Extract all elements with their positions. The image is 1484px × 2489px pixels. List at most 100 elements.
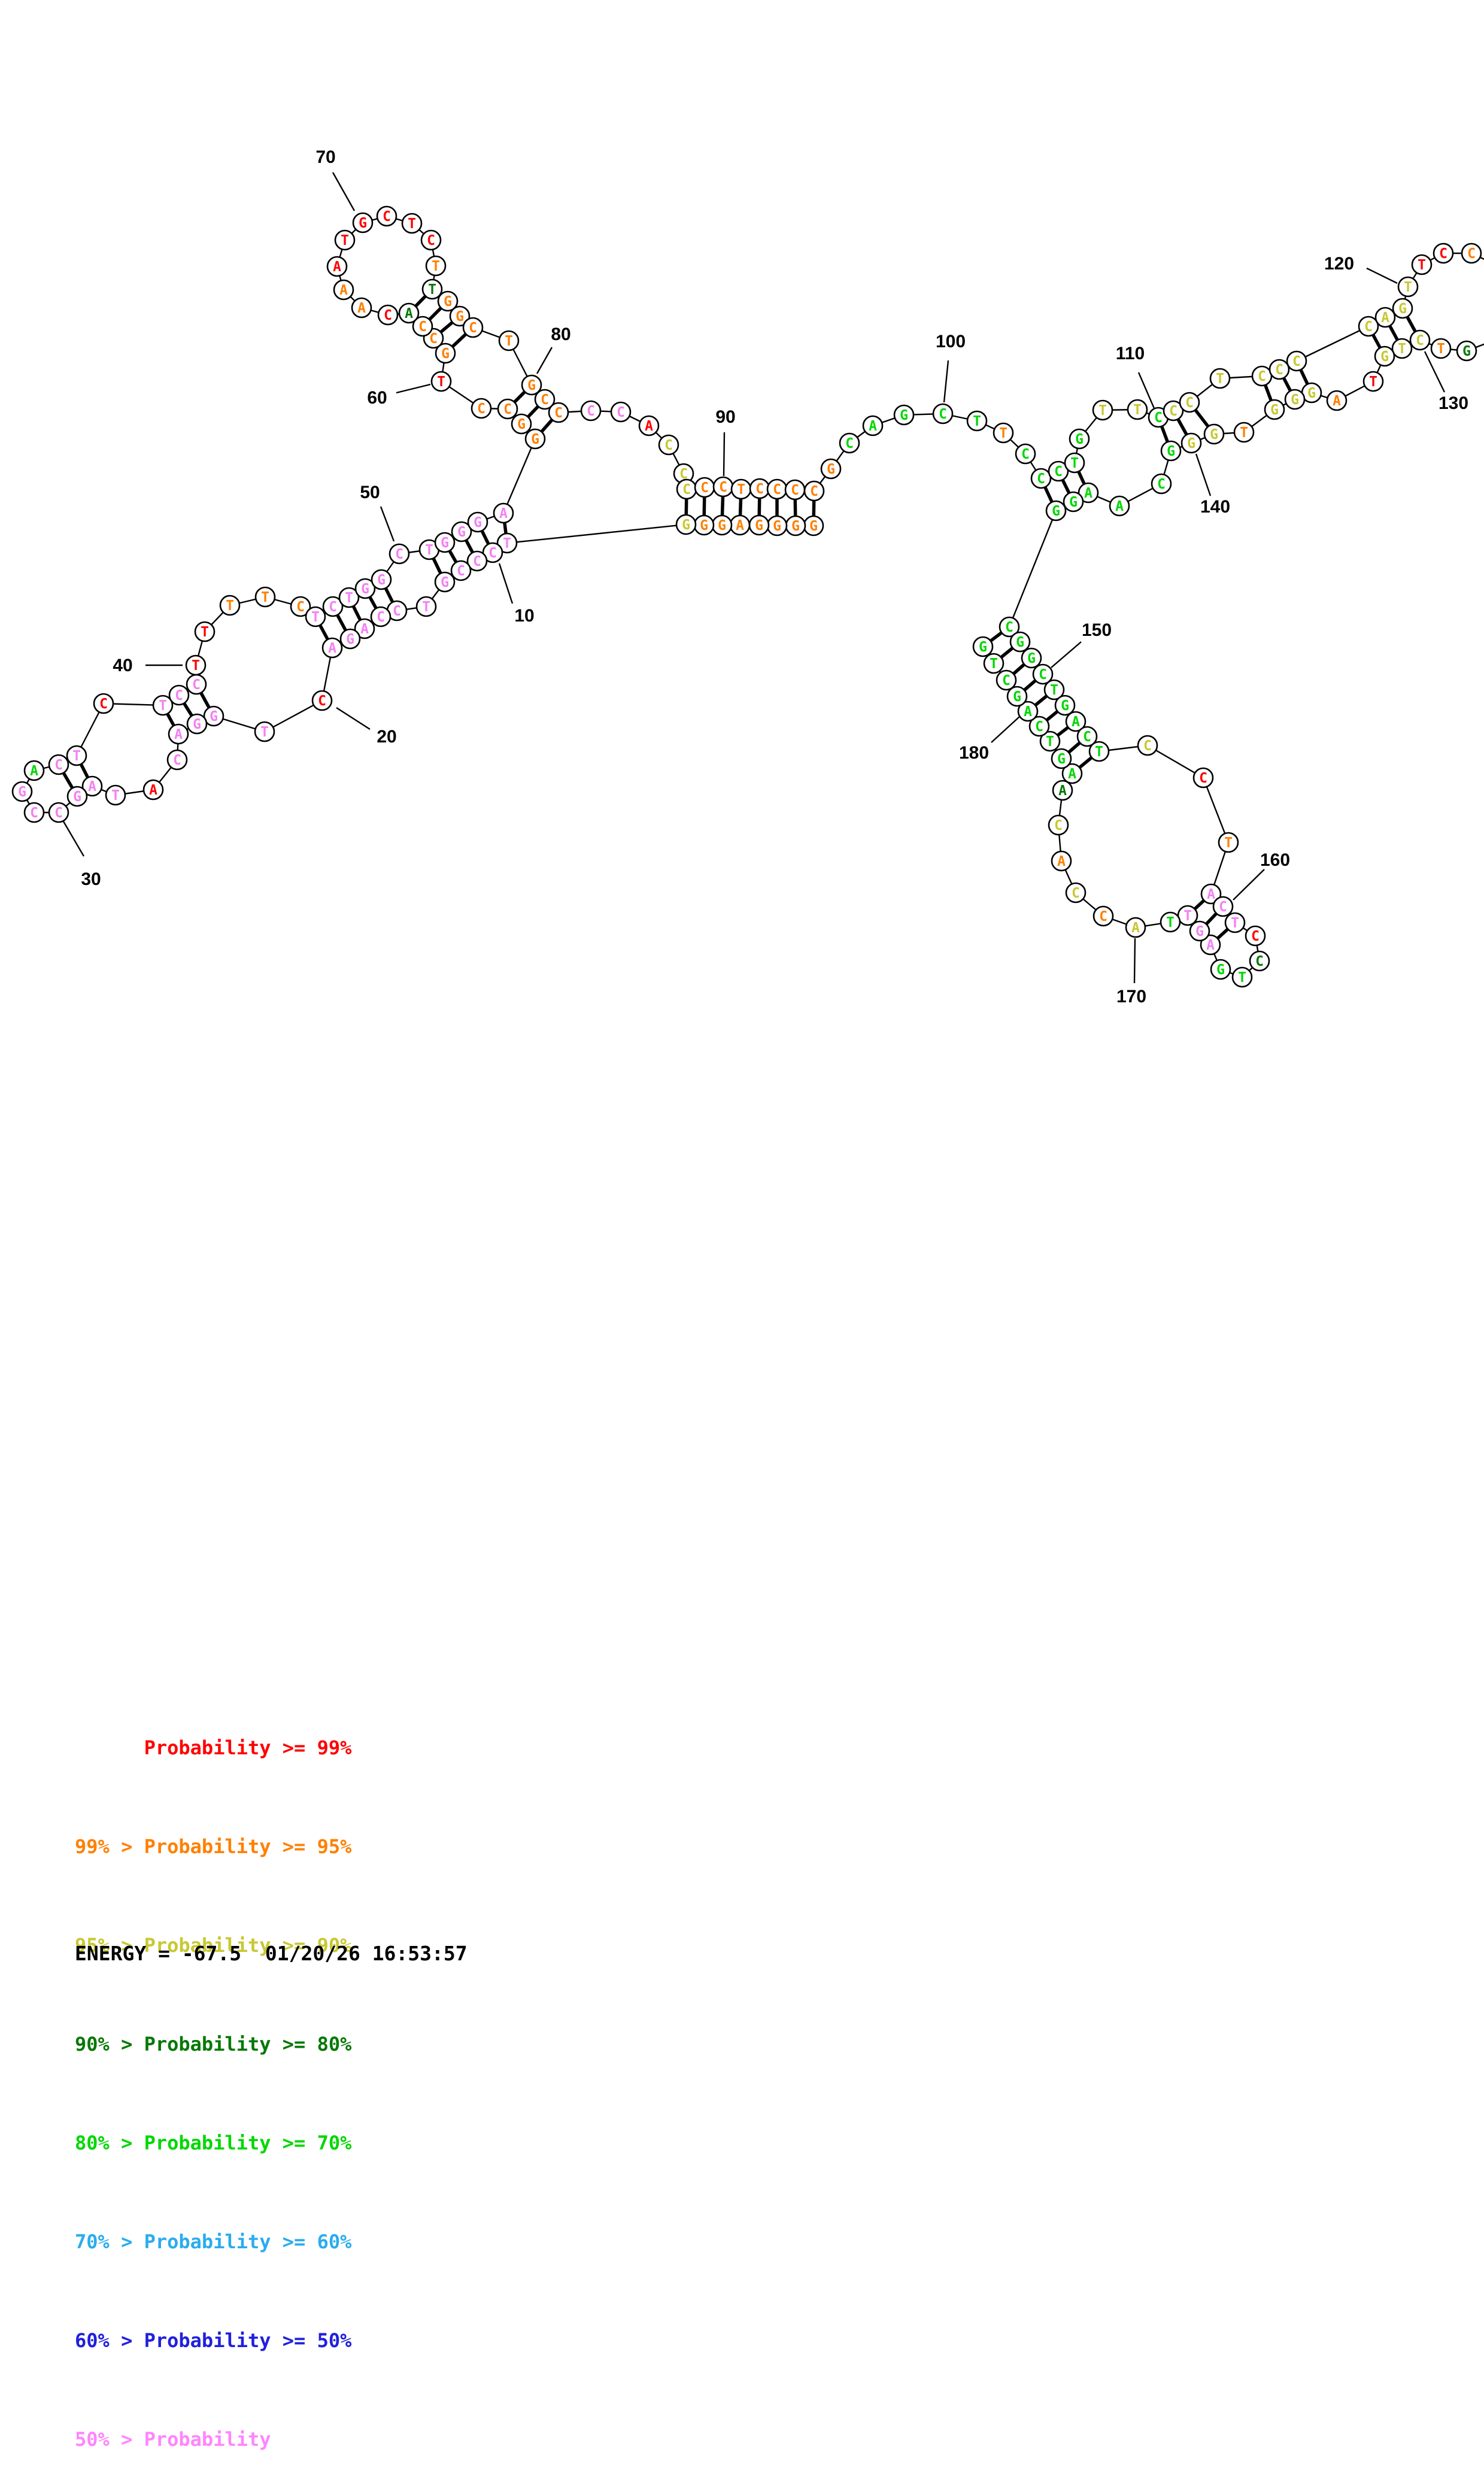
nucleotide-letter: C [175, 688, 183, 704]
nucleotide-letter: G [18, 784, 26, 800]
position-label-line [536, 347, 553, 374]
nucleotide-circle [1092, 399, 1113, 421]
nucleotide-circle [493, 502, 514, 524]
position-label: 20 [377, 727, 396, 747]
nucleotide-circle [1268, 359, 1290, 380]
nucleotide-letter: A [1207, 887, 1215, 902]
nucleotide-circle [451, 521, 472, 542]
nucleotide-letter: C [1467, 246, 1476, 262]
nucleotide-circle [354, 578, 376, 599]
nucleotide-circle [932, 403, 954, 425]
nucleotide-letter: C [377, 610, 385, 625]
nucleotide-letter: C [457, 563, 465, 579]
nucleotide-letter: C [1002, 673, 1010, 689]
position-label: 50 [360, 483, 380, 502]
nucleotide-letter: G [1167, 444, 1175, 459]
nucleotide-letter: C [383, 209, 391, 225]
backbone-line [1202, 777, 1230, 843]
nucleotide-letter: C [477, 401, 485, 417]
nucleotide-circle [1048, 814, 1069, 836]
nucleotide-circle [1163, 400, 1184, 422]
nucleotide-letter: T [1418, 257, 1426, 273]
position-label-line [1424, 351, 1446, 393]
nucleotide-circle [1461, 242, 1482, 264]
nucleotide-letter: G [444, 294, 452, 310]
nucleotide-circle [1180, 432, 1202, 454]
nucleotide-letter: T [1216, 371, 1224, 387]
nucleotide-letter: C [541, 392, 549, 408]
nucleotide-circle [1326, 390, 1348, 411]
nucleotide-circle [93, 693, 114, 714]
nucleotide-circle [1009, 631, 1031, 653]
nucleotide-circle [1286, 350, 1307, 372]
nucleotide-letter: G [73, 789, 81, 805]
position-label: 110 [1116, 344, 1145, 363]
nucleotide-circle [415, 596, 437, 617]
legend-row: 90% > Probability >= 80% [75, 2033, 352, 2056]
nucleotide-letter: G [457, 525, 466, 540]
nucleotide-circle [1006, 686, 1028, 707]
nucleotide-circle [389, 543, 410, 565]
nucleotide-circle [1054, 695, 1076, 716]
nucleotide-letter: A [1057, 854, 1066, 869]
position-label: 40 [113, 656, 132, 675]
nucleotide-letter: G [361, 581, 369, 597]
nucleotide-circle [1200, 883, 1222, 905]
nucleotide-circle [305, 606, 326, 627]
nucleotide-letter: A [499, 506, 508, 522]
nucleotide-letter: G [193, 717, 201, 732]
nucleotide-letter: G [441, 346, 450, 362]
nucleotide-letter: T [1240, 425, 1248, 441]
nucleotide-letter: T [311, 610, 320, 625]
nucleotide-circle [1076, 726, 1098, 747]
nucleotide-circle [219, 595, 241, 616]
nucleotide-letter: C [1037, 471, 1045, 487]
nucleotide-letter: C [939, 407, 947, 422]
nucleotide-circle [185, 654, 207, 676]
nucleotide-circle [1245, 925, 1266, 947]
nucleotide-letter: T [432, 259, 440, 274]
nucleotide-circle [1210, 959, 1231, 980]
backbone-line [264, 699, 323, 733]
nucleotide-circle [1021, 647, 1042, 669]
nucleotide-letter: C [1255, 954, 1264, 969]
nucleotide-circle [311, 690, 333, 711]
nucleotide-letter: C [54, 757, 63, 773]
nucleotide-letter: A [1381, 310, 1389, 326]
nucleotide-letter: A [1084, 486, 1092, 501]
nucleotide-circle [254, 586, 276, 608]
nucleotide-circle [254, 721, 275, 742]
position-label: 90 [715, 407, 735, 427]
nucleotide-letter: G [979, 639, 987, 655]
nucleotide-letter: G [1187, 436, 1195, 451]
nucleotide-circle [1051, 748, 1072, 769]
nucleotide-letter: T [503, 536, 511, 551]
position-label: 10 [514, 606, 534, 626]
nucleotide-letter: C [587, 404, 595, 419]
nucleotide-circle [1430, 338, 1452, 359]
nucleotide-circle [152, 695, 174, 716]
nucleotide-letter: T [1070, 456, 1079, 471]
nucleotide-circle [1032, 663, 1054, 685]
nucleotide-letter: T [1238, 970, 1246, 986]
nucleotide-letter: C [719, 480, 727, 495]
nucleotide-letter: G [1380, 349, 1389, 365]
position-label: 180 [959, 743, 989, 763]
nucleotide-letter: C [1021, 447, 1030, 462]
nucleotide-circle [420, 229, 442, 251]
nucleotide-letter: A [360, 622, 369, 637]
legend-row: 50% > Probability [75, 2428, 271, 2451]
nucleotide-circle [1088, 741, 1110, 762]
nucleotide-letter: C [173, 753, 181, 768]
nucleotide-circle [1063, 491, 1084, 513]
nucleotide-letter: T [345, 590, 353, 606]
backbone-line [1008, 510, 1057, 627]
nucleotide-circle [1433, 242, 1454, 264]
nucleotide-letter: A [1072, 714, 1080, 730]
nucleotide-circle [1411, 254, 1433, 275]
nucleotide-circle [511, 413, 532, 435]
backbone-line [502, 438, 536, 514]
nucleotide-letter: C [773, 482, 781, 498]
nucleotide-letter: C [192, 677, 201, 693]
nucleotide-letter: G [441, 575, 449, 590]
